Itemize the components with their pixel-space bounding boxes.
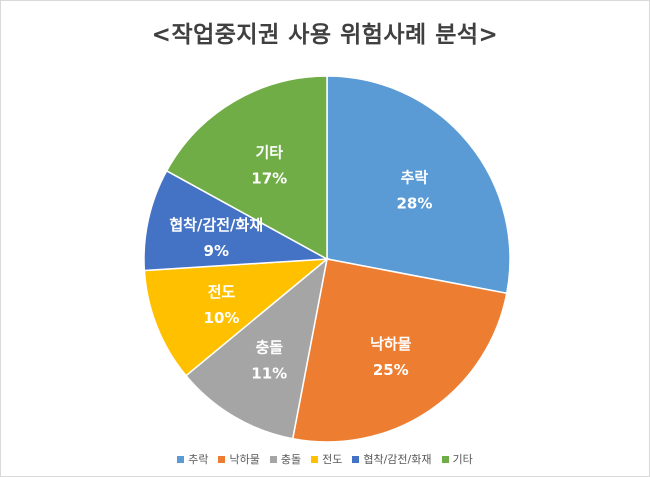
pie-slice <box>326 75 511 295</box>
pie-chart: 추락 28% 낙하물 25% 충돌 11% 전도 10% 협착/감전/화재 9% 기타 17% <box>143 75 511 443</box>
legend-swatch <box>441 455 449 463</box>
legend-label: 전도 <box>322 453 343 466</box>
pie-slice <box>143 258 330 377</box>
legend-item: 충돌 <box>269 451 302 467</box>
slice-value-label: 10% <box>204 309 240 327</box>
slice-category-label: 기타 <box>255 143 283 161</box>
slice-category-label: 낙하물 <box>370 335 412 353</box>
chart-title: <작업중지권 사용 위험사례 분석> <box>151 22 499 48</box>
slice-category-label: 충돌 <box>255 339 283 357</box>
slice-category-label: 협착/감전/화재 <box>169 216 263 234</box>
legend-item: 기타 <box>441 451 473 467</box>
slice-value-label: 9% <box>204 242 229 260</box>
pie-slice <box>143 169 330 272</box>
legend-label: 충돌 <box>280 453 302 466</box>
legend-label: 기타 <box>452 453 473 466</box>
pie-slice <box>184 257 329 440</box>
legend-item: 전도 <box>311 451 342 467</box>
legend-item: 추락 <box>177 451 208 467</box>
legend-swatch <box>177 455 185 463</box>
legend-swatch <box>311 455 319 463</box>
pie-data-labels: 추락 28% 낙하물 25% 충돌 11% 전도 10% 협착/감전/화재 9% 기타 17% <box>169 143 432 382</box>
slice-value-label: 25% <box>373 361 409 379</box>
chart-legend: 추락 낙하물 충돌 전도 협착/감전/화재 기타 <box>1 451 649 467</box>
pie-slices <box>143 75 511 443</box>
pie-slice <box>291 258 508 443</box>
slice-value-label: 17% <box>251 169 287 187</box>
slice-category-label: 전도 <box>208 283 236 301</box>
legend-item: 협착/감전/화재 <box>352 451 432 467</box>
legend-item: 낙하물 <box>218 451 260 467</box>
legend-label: 협착/감전/화재 <box>363 453 432 466</box>
legend-swatch <box>352 455 360 463</box>
legend-label: 낙하물 <box>229 453 260 466</box>
legend-swatch <box>269 455 277 463</box>
pie-slice <box>165 75 328 261</box>
slice-value-label: 28% <box>396 195 432 213</box>
legend-label: 추락 <box>188 453 209 466</box>
slice-value-label: 11% <box>251 365 287 383</box>
slice-category-label: 추락 <box>401 169 429 187</box>
legend-swatch <box>218 455 226 463</box>
